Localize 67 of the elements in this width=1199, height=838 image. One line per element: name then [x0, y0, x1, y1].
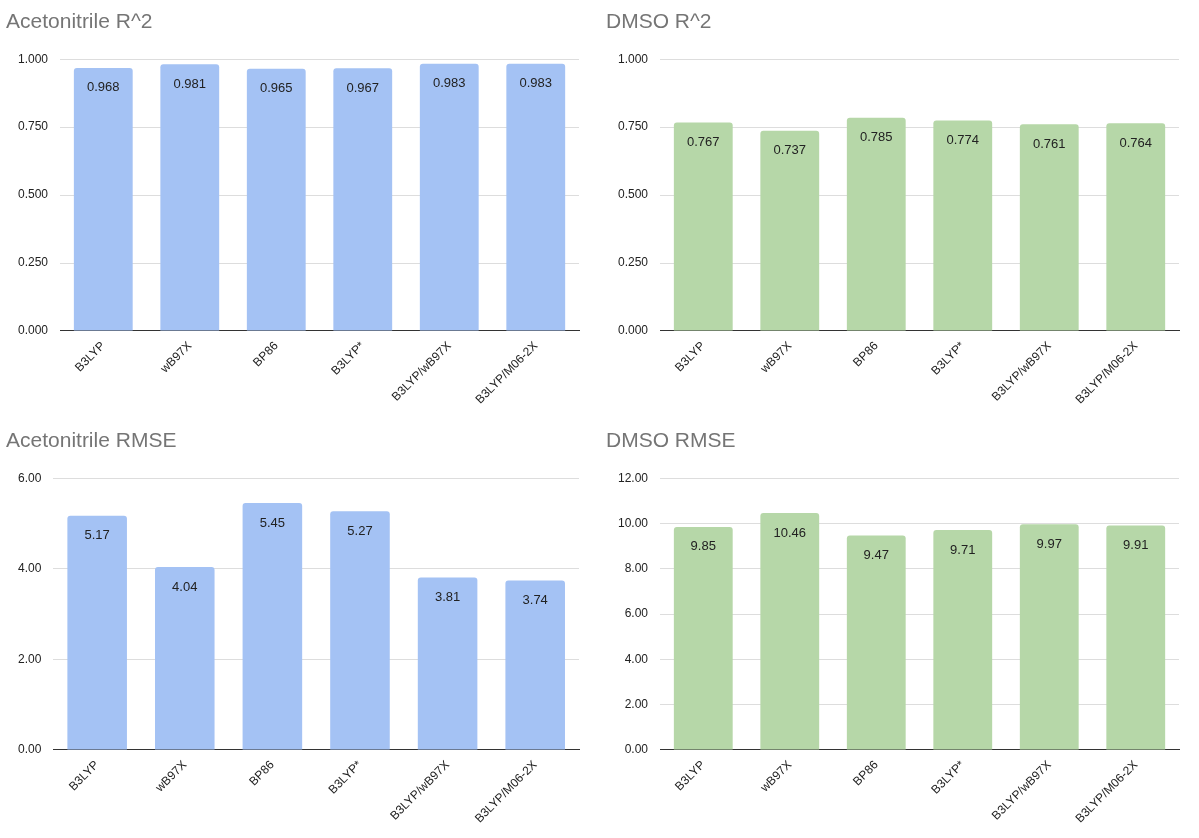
bar: [67, 515, 127, 750]
data-label: 3.81: [434, 588, 461, 604]
bar: [846, 535, 906, 750]
data-label: 4.04: [172, 578, 198, 594]
y-tick-label: 1.000: [618, 51, 649, 66]
y-tick-label: 0.00: [624, 742, 649, 757]
chart-title: Acetonitrile R^2: [6, 9, 153, 33]
y-tick-label: 0.750: [618, 119, 649, 134]
data-label: 9.97: [1036, 535, 1062, 551]
bar: [760, 513, 820, 750]
data-label: 0.785: [859, 129, 893, 145]
y-tick-label: 0.00: [18, 742, 42, 757]
data-label: 0.767: [687, 134, 720, 150]
bar: [1106, 525, 1166, 750]
bar: [760, 130, 820, 331]
data-label: 5.27: [347, 522, 373, 538]
y-tick-label: 8.00: [624, 561, 649, 576]
data-label: 10.46: [773, 524, 807, 540]
bar: [330, 511, 390, 750]
bar: [505, 580, 565, 750]
data-label: 0.968: [87, 79, 120, 95]
data-label: 9.85: [690, 538, 716, 554]
y-tick-label: 2.00: [18, 651, 42, 666]
y-tick-label: 0.500: [18, 187, 49, 202]
bar: [242, 503, 303, 750]
bar: [933, 120, 993, 331]
data-label: 0.981: [173, 75, 207, 91]
data-label: 0.983: [519, 75, 553, 91]
bar: [673, 526, 733, 750]
y-tick-label: 6.00: [624, 606, 649, 621]
bar: [154, 566, 215, 750]
y-tick-label: 12.00: [618, 470, 649, 485]
data-label: 9.71: [950, 541, 976, 557]
bar: [417, 577, 478, 750]
bar: [1106, 123, 1166, 331]
y-tick-label: 0.250: [618, 255, 649, 270]
data-label: 9.91: [1123, 537, 1149, 553]
y-tick-label: 6.00: [18, 470, 42, 485]
bar: [933, 530, 993, 750]
data-label: 0.737: [773, 142, 807, 158]
y-tick-label: 2.00: [624, 696, 649, 711]
y-tick-label: 0.500: [618, 187, 649, 202]
chart-title: Acetonitrile RMSE: [6, 428, 177, 452]
bar: [1019, 524, 1079, 750]
y-tick-label: 1.000: [18, 51, 49, 66]
chart-title: DMSO RMSE: [606, 428, 736, 452]
y-tick-label: 0.250: [18, 255, 49, 270]
data-label: 0.764: [1119, 134, 1153, 150]
chart-title: DMSO R^2: [606, 9, 712, 33]
bar: [673, 122, 733, 331]
data-label: 0.774: [946, 132, 980, 148]
data-label: 0.761: [1032, 135, 1066, 151]
y-tick-label: 10.00: [618, 515, 649, 530]
y-tick-label: 0.000: [618, 323, 649, 338]
data-label: 5.45: [259, 514, 286, 530]
bar: [846, 117, 906, 331]
data-label: 0.965: [259, 80, 293, 96]
bar: [1019, 124, 1079, 331]
y-tick-label: 0.750: [18, 119, 49, 134]
data-label: 9.47: [863, 547, 889, 563]
data-label: 5.17: [84, 527, 110, 543]
data-label: 0.983: [432, 75, 466, 91]
data-label: 0.967: [346, 79, 380, 95]
data-label: 3.74: [522, 592, 548, 608]
y-tick-label: 4.00: [624, 651, 649, 666]
y-tick-label: 4.00: [18, 561, 42, 576]
y-tick-label: 0.000: [18, 323, 49, 338]
